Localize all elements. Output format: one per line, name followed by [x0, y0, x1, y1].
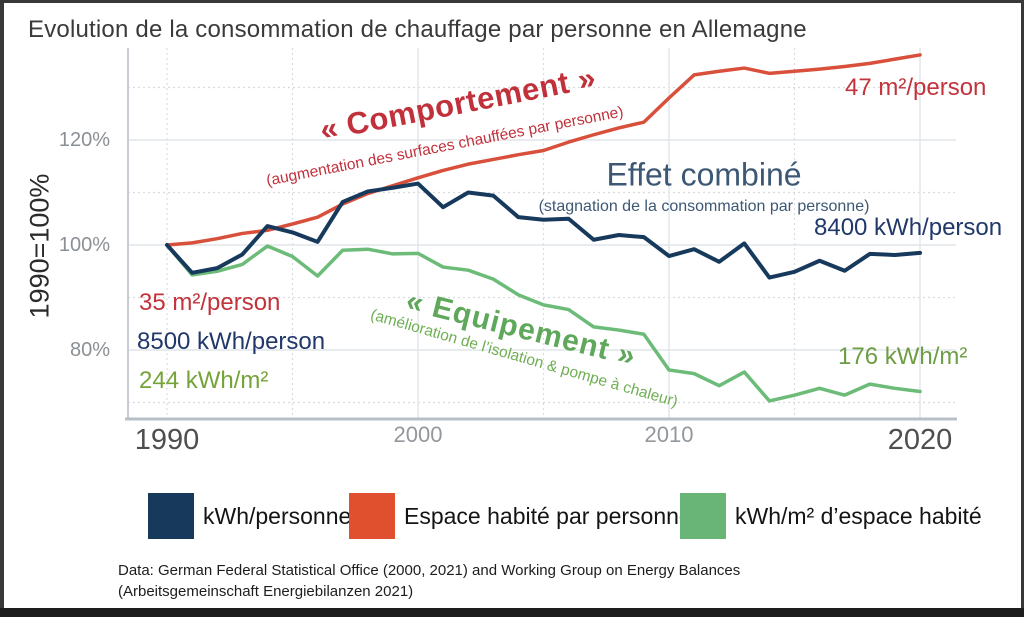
- value-label-start-kwh-personne: 8500 kWh/person: [137, 328, 326, 355]
- x-tick-label: 2010: [644, 422, 694, 447]
- line-kwh-par-m2: [165, 243, 922, 403]
- annotation-effet-combine: Effet combiné: [606, 156, 802, 193]
- y-tick-label: 100%: [58, 234, 110, 256]
- x-tick-label: 1990: [134, 424, 200, 456]
- value-label-start-kwh-m2: 244 kWh/m²: [139, 367, 269, 394]
- annotation-effet-combine-subtitle: (stagnation de la consommation par perso…: [538, 198, 870, 215]
- axes: [125, 48, 957, 421]
- frame-border-top: [0, 0, 1024, 3]
- line-espace-habite-par-personne: [165, 53, 922, 247]
- value-label-end-kwh-m2: 176 kWh/m²: [838, 343, 968, 370]
- legend-item-kwh-personne: kWh/personne: [148, 493, 351, 539]
- value-label-end-kwh-personne: 8400 kWh/person: [814, 214, 1003, 241]
- value-label-end-espace: 47 m²/person: [845, 74, 987, 101]
- legend-label: kWh/personne: [203, 502, 352, 529]
- data-source-note: Data: German Federal Statistical Office …: [118, 560, 740, 602]
- data-source-line2: (Arbeitsgemeinschaft Energiebilanzen 202…: [118, 583, 414, 600]
- legend-label: Espace habité par personne: [404, 502, 692, 529]
- y-tick-label: 80%: [69, 339, 110, 361]
- x-tick-label: 2000: [393, 422, 443, 447]
- chart-title: Evolution de la consommation de chauffag…: [28, 16, 807, 43]
- legend-swatch-kwh-m2: [680, 493, 726, 539]
- frame-border-right: [1021, 0, 1024, 617]
- frame-border-left: [0, 0, 4, 617]
- legend-item-espace-habite: Espace habité par personne: [349, 493, 692, 539]
- value-label-start-espace: 35 m²/person: [139, 289, 281, 316]
- gridlines: [128, 48, 956, 419]
- data-source-line1: Data: German Federal Statistical Office …: [118, 562, 741, 579]
- x-tick-label: 2020: [887, 424, 953, 456]
- legend-label: kWh/m² d’espace habité: [735, 502, 982, 529]
- legend-swatch-espace-habite: [349, 493, 395, 539]
- line-kwh-par-personne: [165, 181, 922, 280]
- legend-item-kwh-m2: kWh/m² d’espace habité: [680, 493, 982, 539]
- frame-border-bottom: [0, 608, 1024, 617]
- y-tick-label: 120%: [58, 129, 110, 151]
- legend-swatch-kwh-personne: [148, 493, 194, 539]
